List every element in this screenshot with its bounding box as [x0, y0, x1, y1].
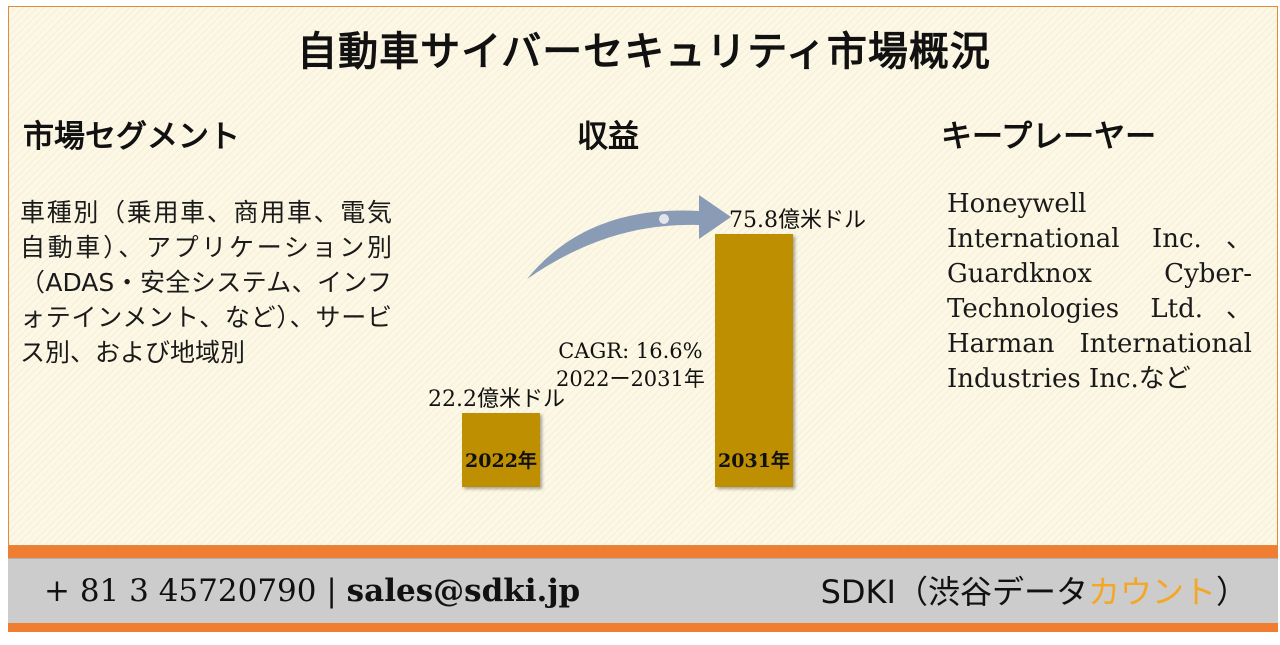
brand-name: SDKI（渋谷データカウント）	[821, 567, 1248, 613]
cagr-rate: CAGR: 16.6%	[558, 339, 703, 363]
footer-bottom-stripe	[8, 623, 1278, 632]
growth-arrow-icon	[527, 195, 731, 279]
contact-separator: |	[326, 573, 337, 609]
segments-text: 車種別（乗用車、商用車、電気自動車）、アプリケーション別（ADAS・安全システム…	[20, 198, 392, 367]
bar-2031-year-label: 2031年	[718, 450, 790, 472]
infographic-panel: 自動車サイバーセキュリティ市場概況 市場セグメント 収益 キープレーヤー 車種別…	[8, 6, 1278, 546]
brand-accent: カウント	[1087, 573, 1216, 611]
revenue-heading: 収益	[577, 119, 639, 155]
brand-suffix: ）	[1215, 573, 1248, 611]
bar-2022: 2022年	[462, 413, 540, 487]
contact-info: + 81 3 45720790 | sales@sdki.jp	[44, 573, 580, 609]
key-players-heading: キープレーヤー	[941, 119, 1157, 155]
bar-2022-year-label: 2022年	[465, 450, 537, 472]
bar-2031-value-label: 75.8億米ドル	[729, 208, 866, 233]
brand-prefix: SDKI（渋谷データ	[820, 573, 1088, 611]
cagr-label: CAGR: 16.6% 2022ー2031年	[556, 337, 705, 393]
key-players-text: Honeywell International Inc.、Guardknox C…	[947, 189, 1252, 394]
page-title: 自動車サイバーセキュリティ市場概況	[297, 28, 991, 75]
footer-bar: + 81 3 45720790 | sales@sdki.jp SDKI（渋谷デ…	[8, 558, 1278, 624]
footer-top-stripe	[8, 546, 1278, 558]
phone-number: + 81 3 45720790	[44, 573, 317, 609]
email-link[interactable]: sales@sdki.jp	[346, 573, 581, 609]
segments-heading: 市場セグメント	[23, 119, 240, 155]
bar-2031: 2031年	[715, 234, 793, 487]
cagr-period: 2022ー2031年	[556, 367, 705, 391]
bar-2022-value-label: 22.2億米ドル	[428, 387, 565, 412]
